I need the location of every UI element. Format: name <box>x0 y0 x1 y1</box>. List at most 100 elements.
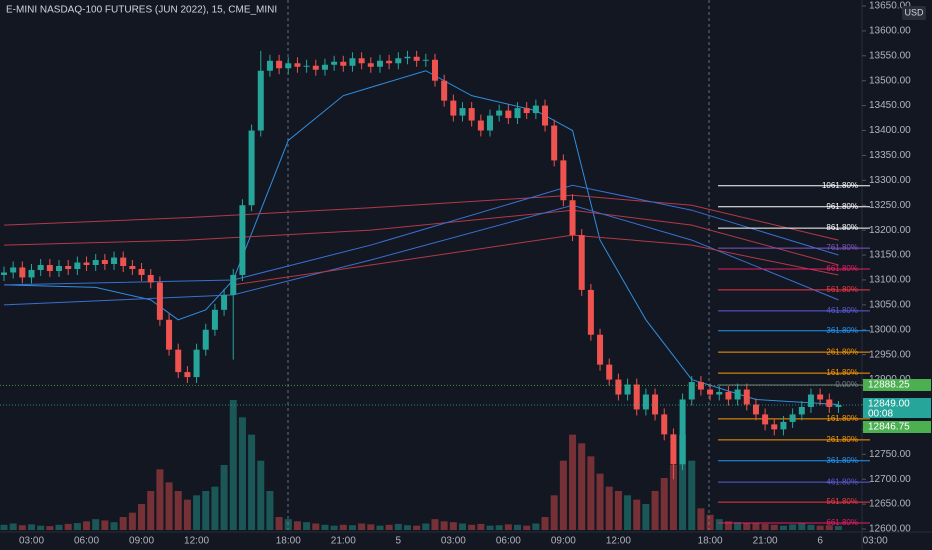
y-tick-label: 13150.00 <box>869 250 911 261</box>
volume-bar <box>248 434 256 530</box>
volume-bar <box>312 523 320 530</box>
candle-body <box>697 382 704 390</box>
volume-bar <box>55 524 63 530</box>
candle-body <box>459 108 466 116</box>
volume-bar <box>724 521 732 530</box>
volume-bar <box>28 524 36 530</box>
price-tag <box>863 398 931 418</box>
moving-average <box>3 194 839 241</box>
candle-body <box>468 108 475 121</box>
volume-bar <box>138 504 146 530</box>
candle-body <box>37 265 44 270</box>
chart-title: E-MINI NASDAQ-100 FUTURES (JUN 2022), 15… <box>6 5 277 16</box>
candle-body <box>331 61 338 65</box>
fib-label: 561.80% <box>826 497 858 506</box>
candle-body <box>477 120 484 131</box>
fib-label: 461.80% <box>826 477 858 486</box>
volume-bar <box>101 520 109 530</box>
x-tick-label: 03:00 <box>441 536 466 547</box>
fib-label: 261.80% <box>826 435 858 444</box>
candle-body <box>587 289 594 335</box>
volume-bar <box>486 525 494 530</box>
candle-body <box>221 294 228 310</box>
volume-bar <box>385 524 393 530</box>
volume-bar <box>18 525 26 530</box>
candle-body <box>597 334 604 365</box>
volume-bar <box>660 478 668 530</box>
candle-body <box>166 319 173 350</box>
volume-bar <box>734 522 742 530</box>
candle-body <box>92 260 99 265</box>
volume-bar <box>394 523 402 530</box>
volume-bar <box>697 508 705 530</box>
candle-body <box>321 64 328 70</box>
candle-body <box>395 58 402 64</box>
volume-bar <box>816 525 824 530</box>
volume-bar <box>73 523 81 530</box>
volume-bar <box>798 523 806 530</box>
fib-label: 761.80% <box>826 243 858 252</box>
volume-bar <box>605 486 613 530</box>
y-tick-label: 12700.00 <box>869 474 911 485</box>
candle-body <box>138 268 145 275</box>
volume-bar <box>614 491 622 530</box>
volume-bar <box>468 524 476 530</box>
candle-body <box>358 58 365 64</box>
x-tick-label: 18:00 <box>698 536 723 547</box>
candle-body <box>771 424 778 430</box>
y-tick-label: 13250.00 <box>869 200 911 211</box>
candle-body <box>505 110 512 119</box>
volume-bar <box>596 473 604 530</box>
fib-label: 361.80% <box>826 326 858 335</box>
currency-badge <box>902 6 926 20</box>
candle-body <box>248 130 255 206</box>
candle-body <box>211 309 218 330</box>
volume-bar <box>348 525 356 530</box>
y-tick-label: 13050.00 <box>869 299 911 310</box>
candle-body <box>1 272 7 275</box>
candle-body <box>743 389 750 405</box>
volume-bar <box>229 400 237 530</box>
volume-bar <box>624 495 632 530</box>
y-tick-label: 13200.00 <box>869 225 911 236</box>
candle-body <box>725 392 732 400</box>
candle-body <box>807 394 814 407</box>
volume-bar <box>440 521 448 530</box>
candle-body <box>230 274 237 295</box>
candle-body <box>551 125 558 161</box>
x-tick-label: 09:00 <box>129 536 154 547</box>
x-tick-label: 06:00 <box>496 536 521 547</box>
volume-bar <box>156 469 164 530</box>
candle-body <box>496 110 503 116</box>
volume-bar <box>779 525 787 530</box>
candle-body <box>276 60 283 69</box>
fib-label: 861.80% <box>826 223 858 232</box>
candle-body <box>514 108 521 119</box>
candle-body <box>10 267 17 273</box>
volume-bar <box>92 519 100 530</box>
candle-body <box>28 269 35 278</box>
volume-bar <box>743 523 751 530</box>
volume-bar <box>275 517 283 530</box>
volume-bar <box>110 522 118 530</box>
volume-bar <box>679 434 687 530</box>
fib-label: 361.80% <box>826 456 858 465</box>
volume-bar <box>220 465 228 530</box>
candle-body <box>367 63 374 67</box>
volume-bar <box>119 517 127 530</box>
volume-bar <box>284 519 292 530</box>
y-tick-label: 13600.00 <box>869 26 911 37</box>
candle-body <box>780 421 787 430</box>
y-tick-label: 13450.00 <box>869 100 911 111</box>
volume-bar <box>9 523 17 530</box>
volume-bar <box>587 456 595 530</box>
y-tick-label: 13400.00 <box>869 125 911 136</box>
volume-bar <box>46 526 54 530</box>
volume-bar <box>834 526 842 530</box>
volume-bar <box>431 519 439 530</box>
fib-label: 661.80% <box>826 518 858 527</box>
candle-body <box>762 414 769 425</box>
candle-body <box>266 60 273 71</box>
